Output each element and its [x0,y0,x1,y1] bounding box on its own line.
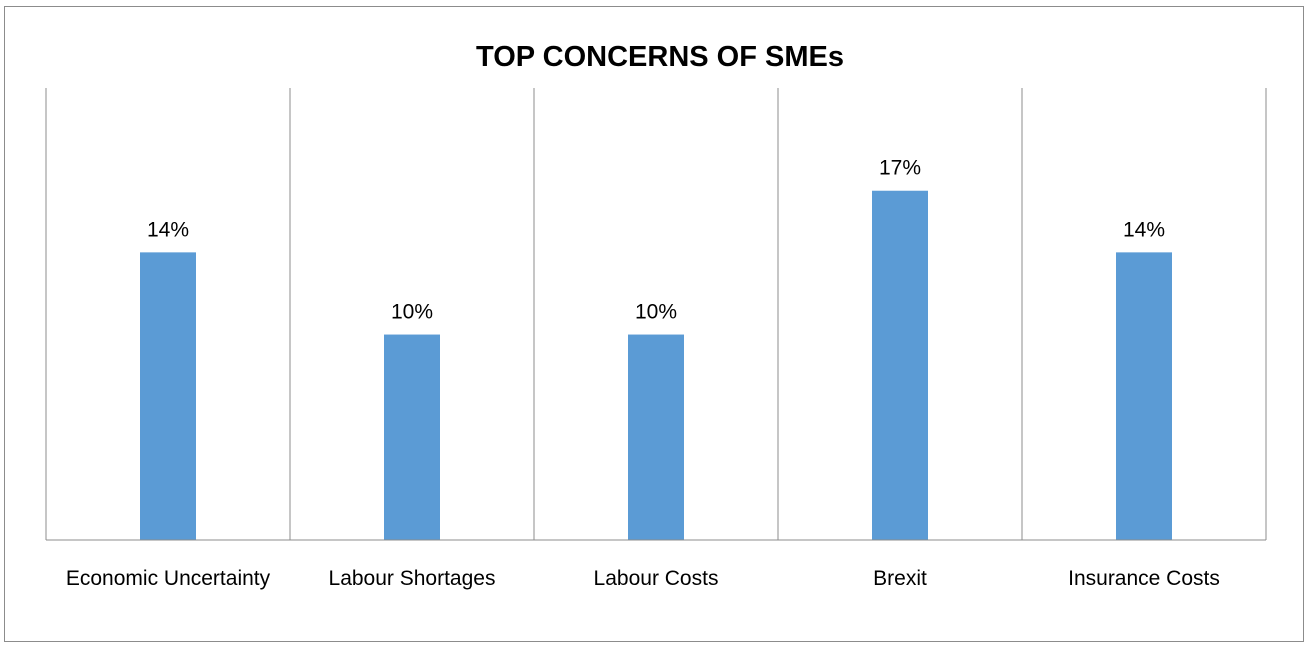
data-label: 10% [635,301,677,324]
data-label: 14% [1123,218,1165,241]
category-labels: Economic Uncertainty Labour Shortages Labo… [66,567,1220,590]
category-label: Labour Shortages [329,567,496,590]
chart-title: TOP CONCERNS OF SMEs [476,41,844,73]
bar [1116,252,1172,540]
bar [384,334,440,540]
category-label: Insurance Costs [1068,567,1220,590]
category-label: Labour Costs [594,567,719,590]
data-label: 10% [391,301,433,324]
category-separators [45,88,1267,540]
bar-series [140,190,1172,540]
category-label: Economic Uncertainty [66,567,271,590]
bar [140,252,196,540]
category-label: Brexit [873,567,927,590]
bar [872,190,928,540]
data-labels: 14% 10% 10% 17% 14% [147,157,1165,324]
bar [628,334,684,540]
data-label: 14% [147,218,189,241]
data-label: 17% [879,157,921,180]
